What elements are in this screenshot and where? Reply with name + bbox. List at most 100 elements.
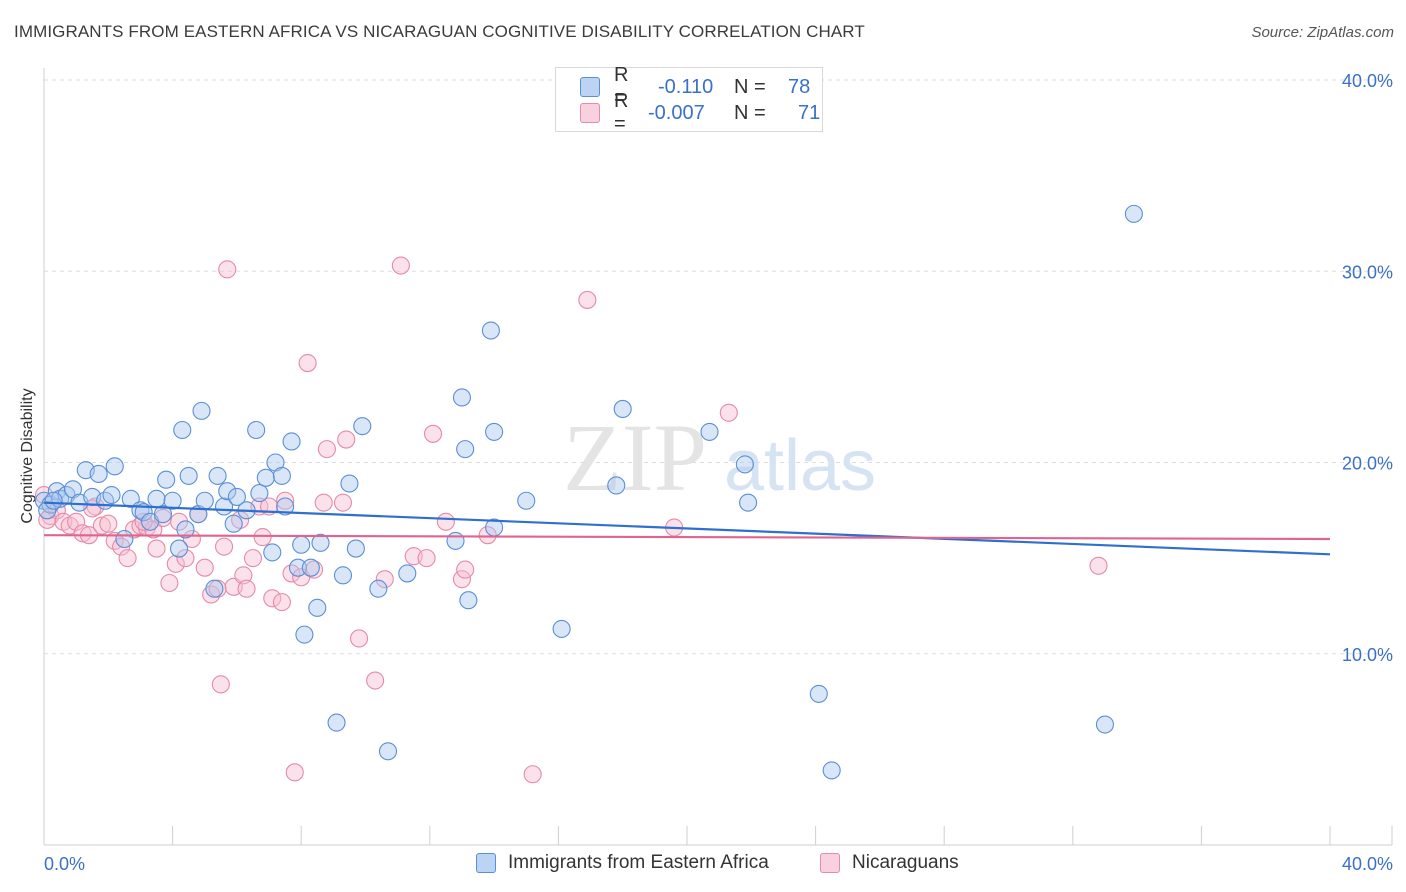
- data-point-eastern-africa: [250, 484, 269, 503]
- data-point-eastern-africa: [256, 468, 275, 487]
- y-tick-label: 10.0%: [1342, 645, 1393, 665]
- data-point-eastern-africa: [205, 579, 224, 598]
- data-point-eastern-africa: [195, 491, 214, 510]
- data-point-eastern-africa: [459, 591, 478, 610]
- data-point-eastern-africa: [105, 457, 124, 476]
- legend-swatch-pink: [580, 103, 600, 123]
- data-point-nicaraguans: [169, 512, 189, 531]
- data-point-nicaraguans: [523, 765, 542, 784]
- y-tick-label: 40.0%: [1342, 71, 1393, 91]
- data-point-eastern-africa: [292, 535, 311, 554]
- trend-lines: [43, 501, 1331, 556]
- legend-item-eastern-africa: Immigrants from Eastern Africa: [476, 852, 769, 874]
- data-point-eastern-africa: [224, 514, 243, 533]
- data-point-eastern-africa: [398, 564, 417, 583]
- legend-r-label: R =: [614, 90, 629, 135]
- data-point-eastern-africa: [1095, 715, 1114, 734]
- axes: [43, 68, 1393, 846]
- data-point-eastern-africa: [809, 684, 828, 703]
- data-point-nicaraguans: [317, 440, 336, 459]
- data-point-nicaraguans: [285, 763, 304, 782]
- data-point-eastern-africa: [1124, 204, 1143, 223]
- data-point-nicaraguans: [67, 512, 86, 531]
- data-point-nicaraguans: [166, 554, 185, 573]
- data-point-eastern-africa: [102, 485, 121, 505]
- trend-line-eastern-africa: [43, 501, 1331, 556]
- data-point-eastern-africa: [295, 625, 314, 644]
- data-point-eastern-africa: [311, 533, 330, 552]
- data-point-eastern-africa: [227, 487, 246, 506]
- data-point-eastern-africa: [147, 489, 166, 508]
- data-point-eastern-africa: [263, 543, 282, 562]
- data-point-eastern-africa: [517, 491, 536, 510]
- data-point-eastern-africa: [552, 619, 571, 638]
- data-point-eastern-africa: [134, 503, 153, 522]
- data-point-eastern-africa: [327, 713, 346, 732]
- data-point-nicaraguans: [298, 353, 317, 373]
- data-point-eastern-africa: [301, 558, 320, 577]
- data-point-eastern-africa: [89, 464, 108, 484]
- data-point-nicaraguans: [578, 290, 597, 309]
- data-point-eastern-africa: [176, 520, 195, 539]
- data-point-eastern-africa: [456, 440, 475, 459]
- trend-line-nicaraguans: [43, 534, 1331, 541]
- data-point-eastern-africa: [163, 491, 182, 510]
- data-point-nicaraguans: [314, 493, 333, 512]
- data-point-nicaraguans: [366, 671, 385, 690]
- data-point-nicaraguans: [350, 629, 369, 648]
- legend-n-label: N =: [734, 75, 766, 98]
- data-point-nicaraguans: [478, 526, 497, 545]
- data-point-nicaraguans: [234, 566, 253, 585]
- watermark-atlas: atlas: [724, 426, 876, 506]
- data-point-eastern-africa: [153, 505, 173, 524]
- data-point-nicaraguans: [719, 403, 738, 422]
- data-point-nicaraguans: [375, 570, 394, 589]
- data-point-nicaraguans: [253, 528, 272, 547]
- data-point-nicaraguans: [160, 573, 179, 593]
- legend-n-label: N =: [734, 101, 766, 124]
- source-credit: Source: ZipAtlas.com: [1251, 24, 1394, 41]
- data-point-eastern-africa: [446, 531, 465, 550]
- legend-n-value: 78: [788, 75, 811, 98]
- data-point-nicaraguans: [417, 549, 436, 568]
- legend-swatch-blue: [476, 853, 496, 873]
- tick-labels: 10.0% 20.0% 30.0% 40.0% 0.0% 40.0%: [44, 71, 1393, 874]
- data-point-nicaraguans: [423, 424, 443, 443]
- data-point-nicaraguans: [118, 549, 137, 568]
- data-point-eastern-africa: [452, 388, 472, 407]
- data-point-nicaraguans: [333, 493, 353, 512]
- data-point-nicaraguans: [99, 514, 118, 533]
- data-point-eastern-africa: [282, 432, 301, 451]
- data-point-eastern-africa: [613, 399, 632, 419]
- data-point-eastern-africa: [157, 470, 176, 489]
- data-point-eastern-africa: [346, 539, 365, 558]
- data-point-eastern-africa: [272, 466, 291, 485]
- data-point-eastern-africa: [822, 761, 841, 780]
- data-point-nicaraguans: [263, 589, 282, 608]
- data-point-nicaraguans: [214, 537, 234, 556]
- data-point-nicaraguans: [195, 558, 214, 577]
- data-point-nicaraguans: [134, 512, 153, 531]
- data-point-eastern-africa: [44, 491, 63, 510]
- data-point-nicaraguans: [276, 491, 295, 510]
- grid-lines: [44, 79, 1392, 655]
- data-point-eastern-africa: [288, 558, 308, 577]
- legend-item-nicaraguans: Nicaraguans: [820, 852, 959, 874]
- data-point-eastern-africa: [378, 742, 398, 761]
- data-point-nicaraguans: [452, 570, 472, 589]
- x-tick-label: 0.0%: [44, 854, 85, 874]
- data-point-eastern-africa: [115, 529, 134, 549]
- data-point-eastern-africa: [607, 476, 626, 495]
- data-point-eastern-africa: [481, 321, 500, 340]
- data-point-nicaraguans: [147, 539, 166, 558]
- legend-r-value: -0.007: [648, 101, 705, 124]
- legend-swatch-blue: [580, 77, 600, 97]
- data-point-nicaraguans: [92, 516, 111, 535]
- chart-title: IMMIGRANTS FROM EASTERN AFRICA VS NICARA…: [14, 22, 865, 41]
- data-point-nicaraguans: [391, 256, 410, 275]
- data-point-eastern-africa: [735, 455, 754, 474]
- data-point-eastern-africa: [485, 422, 504, 441]
- series-nicaraguans: [34, 256, 1108, 784]
- legend-r-value: -0.110: [658, 75, 714, 98]
